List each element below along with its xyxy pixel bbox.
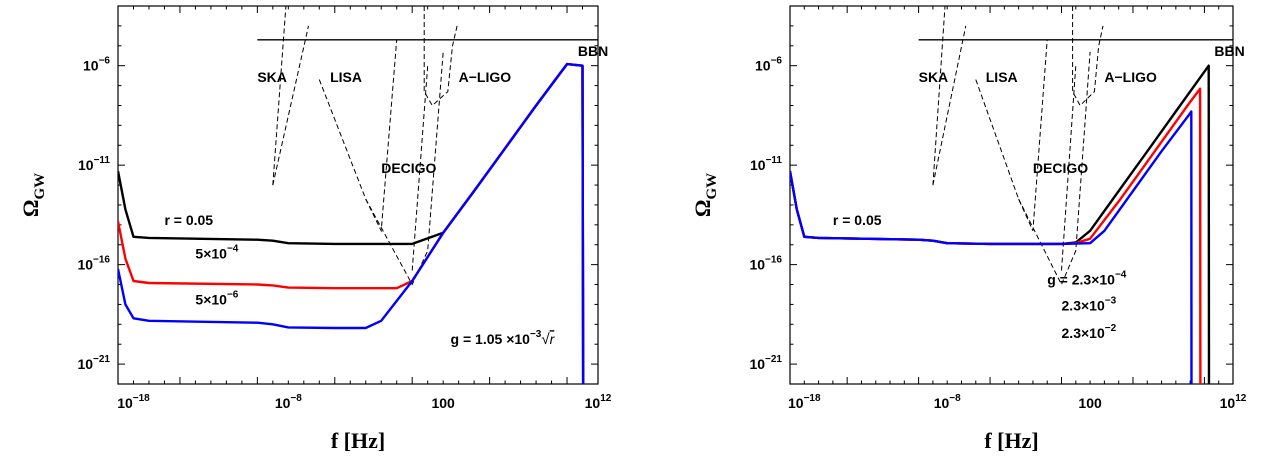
- decigo-sensitivity-curve: [1061, 65, 1077, 271]
- annotation-label: r = 0.05: [164, 212, 213, 228]
- annotation-label: A−LIGO: [1104, 69, 1157, 85]
- annotation-label: LISA: [330, 69, 362, 85]
- series-line-1: [118, 62, 585, 384]
- series-line-1: [790, 87, 1202, 384]
- annotation-label: r = 0.05: [833, 212, 882, 228]
- aligo-sensitivity-curve: [1072, 6, 1104, 107]
- y-axis-label: ΩGW: [18, 173, 48, 217]
- annotation-label: DECIGO: [1033, 160, 1088, 176]
- aligo-sensitivity-curve: [423, 6, 458, 107]
- y-tick-label: 10−6: [755, 56, 782, 74]
- annotation-label: g = 2.3×10−4: [1047, 270, 1127, 288]
- y-tick-label: 10−21: [749, 354, 782, 372]
- x-tick-label: 10−8: [934, 393, 961, 411]
- x-tick-label: 1012: [1220, 393, 1247, 411]
- series-line-2: [790, 110, 1193, 384]
- series-line-0: [118, 62, 585, 384]
- annotation-label: 5×10−4: [195, 244, 238, 262]
- y-tick-label: 10−16: [77, 255, 110, 273]
- x-axis-label: f [Hz]: [331, 428, 385, 453]
- lisa-sensitivity-curve: [318, 39, 398, 233]
- plot-area: [118, 6, 598, 384]
- y-tick-label: 10−11: [750, 155, 782, 173]
- annotation-label: DECIGO: [381, 160, 436, 176]
- y-axis-label: ΩGW: [690, 173, 720, 217]
- annotation-label: SKA: [919, 69, 949, 85]
- x-tick-label: 10−8: [275, 393, 302, 411]
- x-tick-label: 1012: [585, 393, 612, 411]
- annotation-label: SKA: [257, 69, 287, 85]
- x-tick-label: 10−18: [788, 393, 821, 411]
- y-tick-label: 10−11: [78, 155, 110, 173]
- y-tick-label: 10−6: [83, 56, 110, 74]
- x-tick-label: 10−18: [117, 393, 150, 411]
- ska-sensitivity-curve: [932, 25, 967, 186]
- lisa-sensitivity-curve: [975, 39, 1048, 232]
- decigo-sensitivity-curve: [1018, 51, 1091, 286]
- x-tick-label: 100: [1078, 395, 1102, 411]
- annotation-label: 5×10−6: [195, 289, 238, 307]
- y-tick-label: 10−16: [749, 255, 782, 273]
- ska-sensitivity-curve: [272, 25, 309, 186]
- annotation-label: A−LIGO: [459, 69, 512, 85]
- annotation-label: 2.3×10−3: [1062, 295, 1117, 313]
- decigo-sensitivity-curve: [411, 65, 429, 271]
- plot-frame: [117, 5, 599, 385]
- annotation-label: g = 1.05 ×10−3√r: [451, 329, 556, 348]
- annotation-label: LISA: [986, 69, 1018, 85]
- x-axis-label: f [Hz]: [984, 428, 1038, 453]
- annotation-label: BBN: [578, 43, 608, 59]
- series-line-0: [790, 64, 1211, 384]
- annotation-label: BBN: [1214, 43, 1244, 59]
- right-chart-panel: 10−18 10−8 100 1012 10−6 10−11 10−16 10−21 f [Hz…: [690, 5, 1247, 453]
- ska-sensitivity-curve: [932, 6, 946, 186]
- ska-sensitivity-curve: [272, 6, 287, 186]
- series-line-2: [118, 62, 585, 384]
- annotation-label: 2.3×10−2: [1062, 323, 1117, 341]
- left-chart-panel: 10−18 10−8 100 1012 10−6 10−11 10−16 10−21 f [Hz…: [18, 5, 612, 453]
- x-tick-label: 100: [431, 395, 455, 411]
- plot-frame: [789, 5, 1234, 385]
- plot-area: [790, 6, 1233, 384]
- y-tick-label: 10−21: [77, 354, 110, 372]
